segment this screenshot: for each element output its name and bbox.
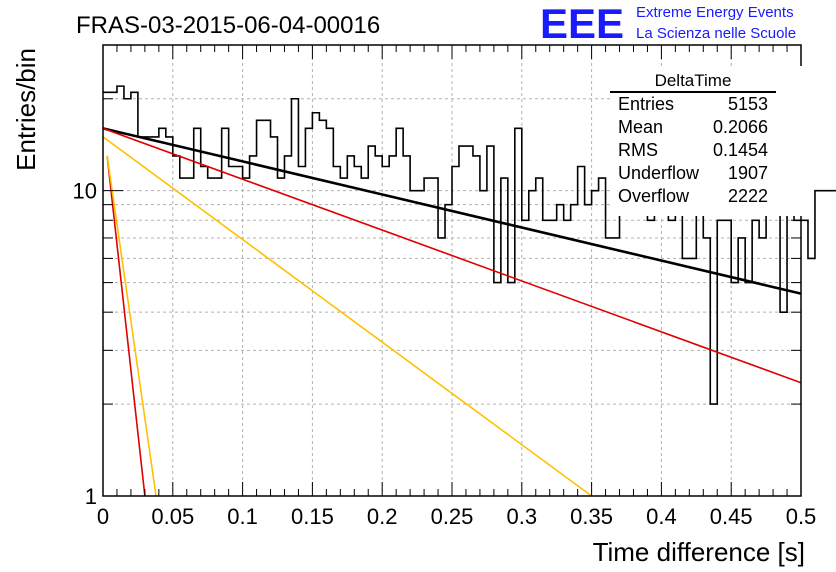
x-tick-label: 0.3: [507, 504, 538, 529]
stats-row-value: 0.1454: [713, 140, 768, 160]
x-axis-label: Time difference [s]: [593, 537, 805, 567]
fit-line-4: [106, 155, 146, 497]
stats-row-label: RMS: [618, 140, 658, 160]
stats-box: DeltaTime Entries 5153 Mean 0.2066 RMS 0.1454…: [610, 66, 804, 216]
histogram: [103, 85, 836, 405]
stats-row-label: Overflow: [618, 186, 690, 206]
x-tick-label: 0.45: [710, 504, 753, 529]
stats-row-label: Underflow: [618, 163, 700, 183]
x-tick-label: 0.15: [291, 504, 334, 529]
x-tick-label: 0.2: [367, 504, 398, 529]
x-tick-label: 0: [97, 504, 109, 529]
stats-row-value: 5153: [728, 94, 768, 114]
y-tick-label: 1: [85, 484, 97, 509]
stats-row-value: 2222: [728, 186, 768, 206]
x-tick-label: 0.5: [786, 504, 817, 529]
stats-row-value: 0.2066: [713, 117, 768, 137]
logo-line2: La Scienza nelle Scuole: [636, 25, 796, 42]
histogram-outline: [103, 85, 836, 405]
stats-row-label: Entries: [618, 94, 674, 114]
x-tick-label: 0.25: [431, 504, 474, 529]
stats-row-label: Mean: [618, 117, 663, 137]
fit-line-5: [106, 155, 157, 497]
fit-line-1: [102, 127, 802, 295]
logo-mark: EEE: [540, 0, 624, 47]
y-axis-label: Entries/bin: [11, 48, 41, 171]
x-tick-label: 0.05: [151, 504, 194, 529]
fit-lines: [102, 127, 802, 497]
logo-line1: Extreme Energy Events: [636, 4, 794, 21]
stats-rows: Entries 5153 Mean 0.2066 RMS 0.1454 Underflow 1…: [618, 94, 768, 206]
stats-row-value: 1907: [728, 163, 768, 183]
x-tick-label: 0.4: [646, 504, 677, 529]
fit-line-3: [102, 136, 593, 497]
y-tick-label: 10: [73, 179, 97, 204]
x-tick-label: 0.35: [570, 504, 613, 529]
fit-line-2: [102, 127, 802, 384]
stats-box-title: DeltaTime: [655, 71, 732, 90]
x-tick-label: 0.1: [227, 504, 258, 529]
run-title: FRAS-03-2015-06-04-00016: [76, 12, 380, 39]
